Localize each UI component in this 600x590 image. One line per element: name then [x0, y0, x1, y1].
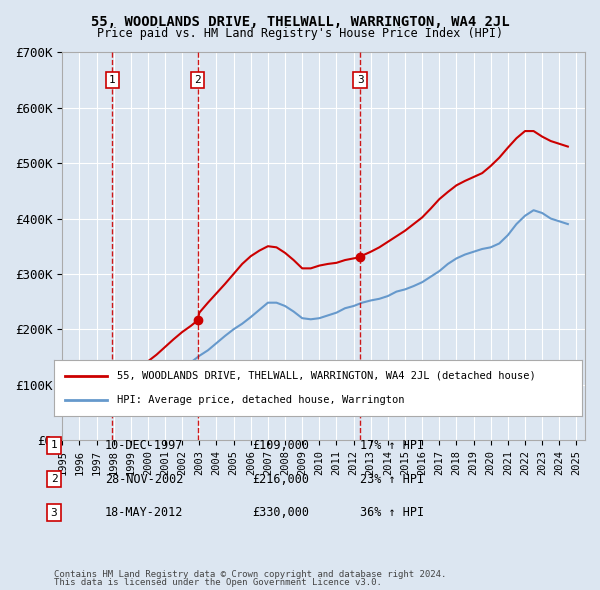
Text: 2: 2: [194, 75, 201, 85]
Text: 2: 2: [50, 474, 58, 484]
Text: 3: 3: [50, 508, 58, 517]
Text: Price paid vs. HM Land Registry's House Price Index (HPI): Price paid vs. HM Land Registry's House …: [97, 27, 503, 40]
Text: 3: 3: [357, 75, 364, 85]
Text: £216,000: £216,000: [252, 473, 309, 486]
Text: 23% ↑ HPI: 23% ↑ HPI: [360, 473, 424, 486]
Text: This data is licensed under the Open Government Licence v3.0.: This data is licensed under the Open Gov…: [54, 578, 382, 587]
Text: 10-DEC-1997: 10-DEC-1997: [105, 439, 184, 452]
Text: 1: 1: [50, 441, 58, 450]
Text: 55, WOODLANDS DRIVE, THELWALL, WARRINGTON, WA4 2JL: 55, WOODLANDS DRIVE, THELWALL, WARRINGTO…: [91, 15, 509, 29]
Text: 28-NOV-2002: 28-NOV-2002: [105, 473, 184, 486]
Text: HPI: Average price, detached house, Warrington: HPI: Average price, detached house, Warr…: [118, 395, 405, 405]
Text: Contains HM Land Registry data © Crown copyright and database right 2024.: Contains HM Land Registry data © Crown c…: [54, 571, 446, 579]
Text: £109,000: £109,000: [252, 439, 309, 452]
Text: 17% ↑ HPI: 17% ↑ HPI: [360, 439, 424, 452]
Text: 18-MAY-2012: 18-MAY-2012: [105, 506, 184, 519]
Text: 36% ↑ HPI: 36% ↑ HPI: [360, 506, 424, 519]
Text: 1: 1: [109, 75, 116, 85]
Text: 55, WOODLANDS DRIVE, THELWALL, WARRINGTON, WA4 2JL (detached house): 55, WOODLANDS DRIVE, THELWALL, WARRINGTO…: [118, 371, 536, 381]
Text: £330,000: £330,000: [252, 506, 309, 519]
